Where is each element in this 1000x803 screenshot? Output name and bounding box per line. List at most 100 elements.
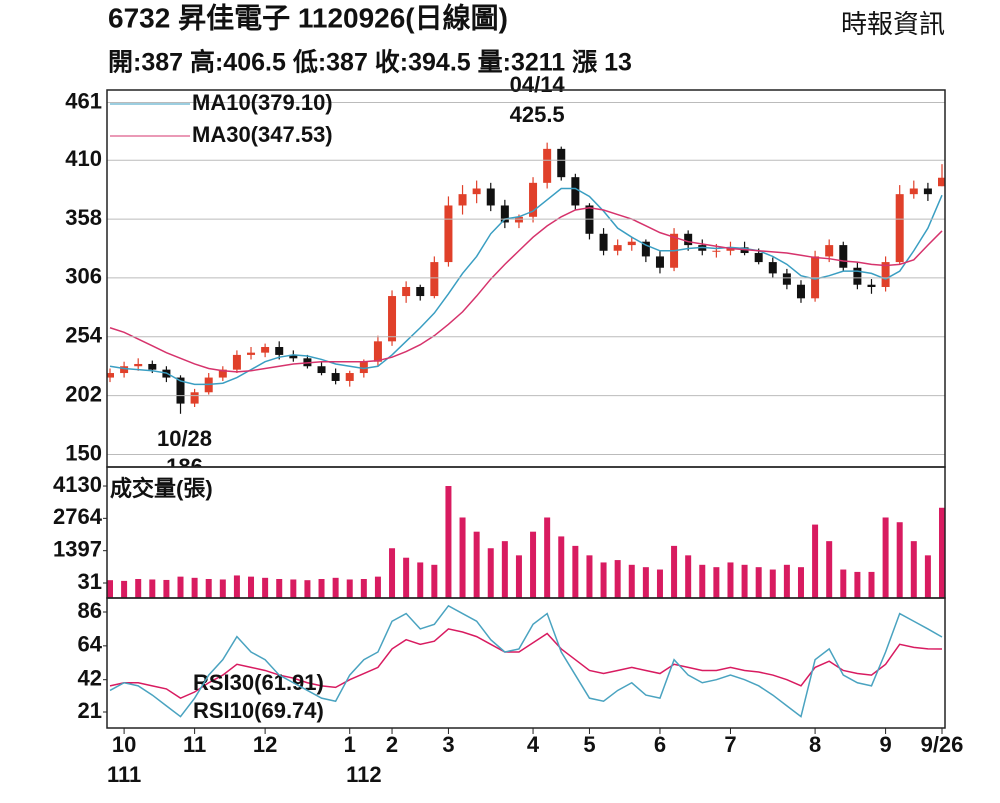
candle-body — [416, 286, 425, 297]
candle-body — [641, 241, 650, 257]
volume-bar — [515, 555, 522, 598]
volume-bar — [149, 579, 156, 598]
x-tick-label: 9/26 — [921, 732, 964, 757]
volume-bar — [374, 576, 381, 598]
candle-body — [359, 361, 368, 374]
candle-body — [557, 148, 566, 178]
candle-body — [853, 267, 862, 285]
volume-bar — [924, 555, 931, 598]
volume-bar — [332, 577, 339, 598]
volume-bar — [403, 557, 410, 598]
y-tick-label: 306 — [65, 264, 102, 289]
panel-frame — [106, 466, 946, 599]
candle-body — [543, 148, 552, 183]
candle-body — [796, 284, 805, 299]
y-tick-label: 86 — [78, 598, 102, 623]
volume-bar — [360, 579, 367, 598]
volume-bar — [628, 564, 635, 598]
volume-bar — [219, 579, 226, 598]
volume-bar — [572, 545, 579, 598]
quote: 開:387 高:406.5 低:387 收:394.5 量:3211 漲 13 — [108, 48, 632, 77]
volume-bar — [713, 567, 720, 598]
candle-body — [388, 296, 397, 342]
volume-bar — [939, 507, 945, 598]
volume-bar — [248, 576, 255, 598]
candle-body — [218, 369, 227, 378]
candle-body — [867, 284, 876, 287]
line — [109, 628, 943, 700]
line — [109, 206, 943, 373]
y-tick-label: 410 — [65, 146, 102, 171]
x-year-label: 112 — [346, 762, 382, 787]
candle-body — [839, 245, 848, 268]
y-tick-label: 461 — [65, 88, 102, 113]
volume-bar — [389, 548, 396, 598]
y-tick-label: 202 — [65, 381, 102, 406]
legend-label: MA30(347.53) — [192, 122, 333, 147]
x-tick-label: 11 — [183, 732, 206, 757]
y-tick-label: 31 — [78, 569, 102, 594]
x-tick-label: 3 — [442, 732, 454, 757]
volume-bar — [177, 576, 184, 598]
volume-bar — [586, 555, 593, 598]
price-plot — [107, 142, 945, 414]
y-tick-label: 1397 — [53, 536, 102, 561]
annotation: 186 — [166, 454, 203, 479]
candle-body — [782, 273, 791, 285]
volume-bar — [431, 564, 438, 598]
volume-bar — [163, 579, 170, 598]
x-tick-label: 8 — [809, 732, 821, 757]
volume-bar — [346, 579, 353, 598]
volume-bar — [276, 579, 283, 598]
volume-bar — [642, 567, 649, 598]
x-tick-label: 12 — [253, 732, 277, 757]
x-tick-label: 2 — [386, 732, 398, 757]
annotation: 425.5 — [510, 102, 565, 127]
candle-body — [317, 366, 326, 374]
candle-body — [754, 253, 763, 263]
candle-body — [811, 256, 820, 299]
volume-bar — [783, 564, 790, 598]
candle-body — [148, 363, 157, 370]
volume-bar — [445, 486, 452, 598]
volume-bar — [769, 569, 776, 598]
candle-body — [768, 262, 777, 274]
candle-body — [599, 233, 608, 251]
volume-bar — [191, 577, 198, 598]
y-tick-label: 150 — [65, 440, 102, 465]
candle-body — [486, 188, 495, 206]
panel-title: 成交量(張) — [110, 476, 213, 501]
panel-frame — [106, 597, 946, 729]
volume-bar — [727, 562, 734, 598]
candle-body — [402, 286, 411, 297]
x-year-label: 111 — [107, 762, 141, 787]
volume-bar — [600, 562, 607, 598]
candle-body — [261, 346, 270, 353]
volume-bar — [487, 548, 494, 598]
y-tick-label: 42 — [78, 666, 102, 691]
candle-body — [275, 346, 284, 355]
annotation: 04/14 — [510, 72, 566, 97]
volume-bar — [135, 579, 142, 598]
volume-bar — [671, 545, 678, 598]
volume-bar — [614, 560, 621, 598]
x-tick-label: 1 — [344, 732, 356, 757]
volume-bar — [685, 555, 692, 598]
volume-bar — [882, 517, 889, 598]
volume-bar — [840, 569, 847, 598]
volume-bar — [205, 579, 212, 598]
candle-body — [895, 194, 904, 263]
candle-body — [514, 216, 523, 223]
candle-body — [881, 262, 890, 287]
x-tick-label: 7 — [724, 732, 736, 757]
x-tick-label: 6 — [654, 732, 666, 757]
candle-body — [373, 341, 382, 362]
volume-bar — [121, 580, 128, 598]
volume-bar — [417, 562, 424, 598]
candle-body — [232, 354, 241, 370]
legend-label: RSI30(61.91) — [193, 670, 324, 695]
candle-body — [289, 354, 298, 359]
volume-bar — [290, 579, 297, 598]
candle-body — [458, 194, 467, 206]
